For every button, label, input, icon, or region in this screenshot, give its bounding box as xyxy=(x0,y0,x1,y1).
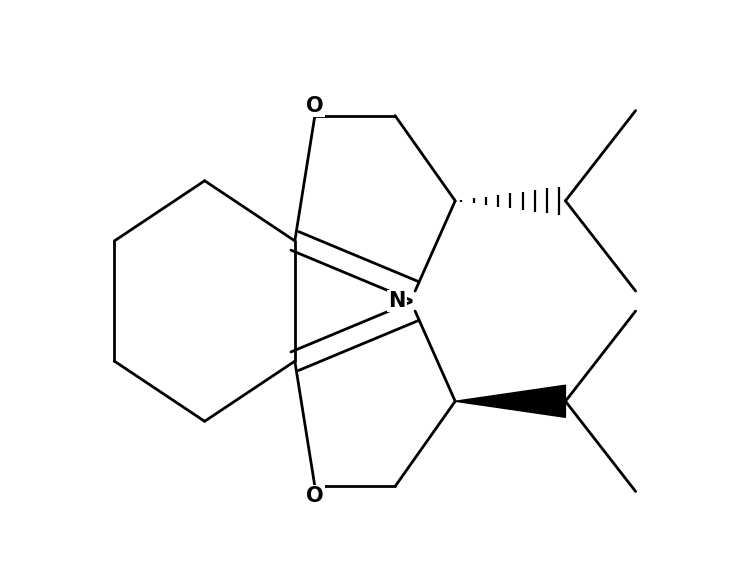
Text: O: O xyxy=(306,486,323,506)
Text: N: N xyxy=(388,291,406,311)
Text: O: O xyxy=(306,96,323,116)
Text: N: N xyxy=(388,291,406,311)
Polygon shape xyxy=(455,385,565,418)
